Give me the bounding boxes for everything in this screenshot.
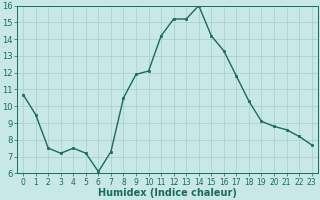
X-axis label: Humidex (Indice chaleur): Humidex (Indice chaleur)	[98, 188, 237, 198]
